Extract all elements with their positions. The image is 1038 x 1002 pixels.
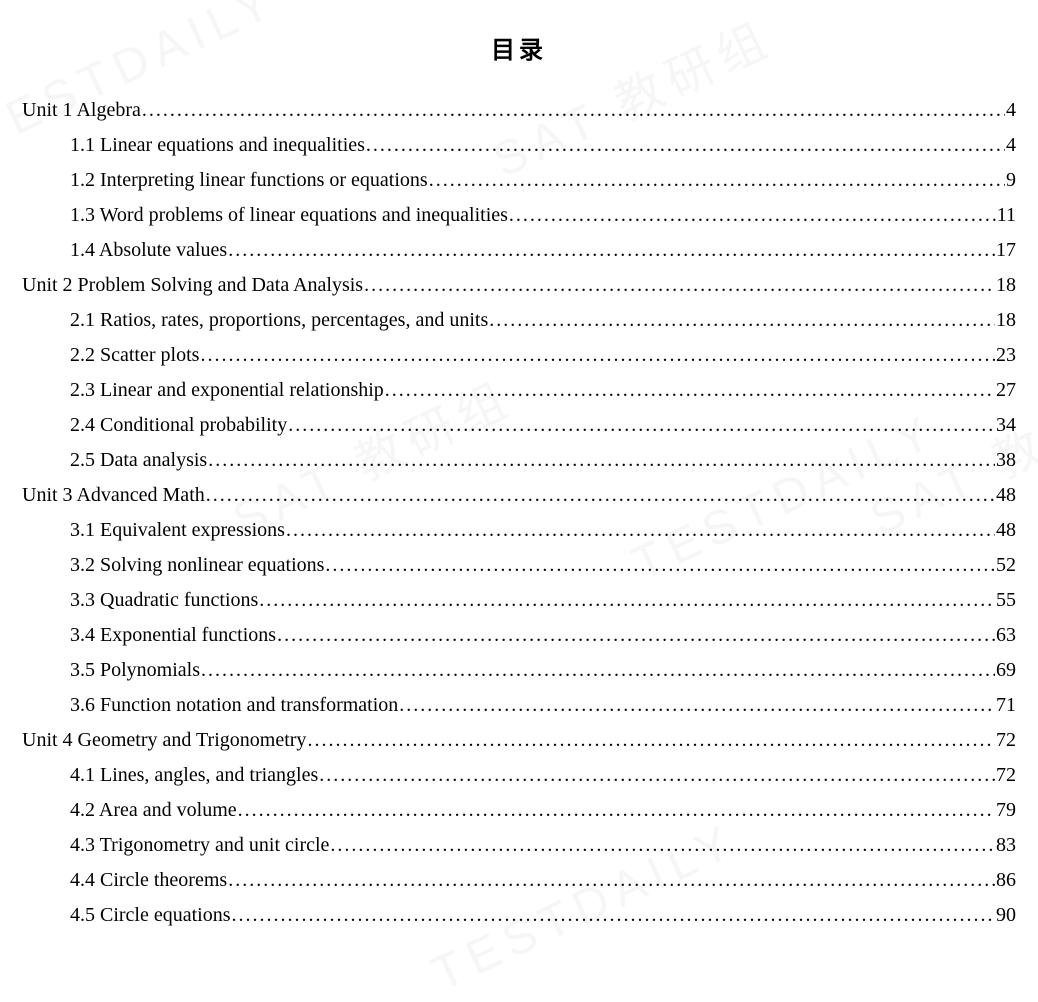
toc-dots-leader [238,793,995,828]
toc-entry-page: 48 [996,478,1016,513]
toc-dots-leader [366,128,1005,163]
toc-row: 4.1 Lines, angles, and triangles 72 [22,758,1016,793]
toc-row: 3.4 Exponential functions 63 [22,618,1016,653]
toc-dots-leader [277,618,995,653]
toc-row: 3.1 Equivalent expressions 48 [22,513,1016,548]
toc-entry-page: 23 [996,338,1016,373]
toc-dots-leader [399,688,995,723]
toc-row: 2.5 Data analysis 38 [22,443,1016,478]
toc-row: 4.4 Circle theorems 86 [22,863,1016,898]
toc-entry-page: 72 [996,758,1016,793]
toc-dots-leader [319,758,995,793]
toc-dots-leader [228,863,995,898]
toc-entry-page: 52 [996,548,1016,583]
toc-entry-page: 4 [1006,93,1016,128]
toc-entry-label: 3.2 Solving nonlinear equations [70,548,324,583]
toc-row: 1.1 Linear equations and inequalities 4 [22,128,1016,163]
toc-entry-label: 3.4 Exponential functions [70,618,276,653]
toc-entry-label: 4.2 Area and volume [70,793,237,828]
toc-entry-label: 2.2 Scatter plots [70,338,199,373]
toc-entry-page: 90 [996,898,1016,933]
toc-dots-leader [385,373,995,408]
toc-entry-page: 63 [996,618,1016,653]
toc-dots-leader [325,548,995,583]
toc-entry-label: 1.3 Word problems of linear equations an… [70,198,508,233]
toc-entry-page: 71 [996,688,1016,723]
toc-row: 2.4 Conditional probability 34 [22,408,1016,443]
toc-row: 2.2 Scatter plots 23 [22,338,1016,373]
toc-entry-label: 2.4 Conditional probability [70,408,287,443]
toc-entry-label: 3.1 Equivalent expressions [70,513,285,548]
toc-entry-label: Unit 2 Problem Solving and Data Analysis [22,268,363,303]
toc-row: 2.3 Linear and exponential relationship 2… [22,373,1016,408]
toc-entry-page: 18 [996,268,1016,303]
page-title: 目录 [22,30,1016,65]
toc-entry-label: 2.1 Ratios, rates, proportions, percenta… [70,303,488,338]
toc-entry-label: 4.4 Circle theorems [70,863,227,898]
toc-dots-leader [206,478,995,513]
toc-entry-page: 18 [996,303,1016,338]
toc-entry-label: Unit 4 Geometry and Trigonometry [22,723,306,758]
toc-entry-page: 83 [996,828,1016,863]
toc-dots-leader [259,583,995,618]
toc-row: Unit 3 Advanced Math 48 [22,478,1016,513]
toc-entry-label: Unit 3 Advanced Math [22,478,205,513]
toc-dots-leader [364,268,995,303]
toc-dots-leader [228,233,995,268]
toc-row: 4.5 Circle equations 90 [22,898,1016,933]
toc-row: Unit 4 Geometry and Trigonometry 72 [22,723,1016,758]
toc-entry-page: 72 [996,723,1016,758]
toc-row: 3.6 Function notation and transformation… [22,688,1016,723]
toc-entry-page: 86 [996,863,1016,898]
toc-entry-page: 4 [1006,128,1016,163]
table-of-contents: Unit 1 Algebra41.1 Linear equations and … [22,93,1016,933]
toc-dots-leader [208,443,995,478]
toc-dots-leader [200,338,995,373]
toc-entry-label: 2.3 Linear and exponential relationship [70,373,384,408]
toc-dots-leader [232,898,995,933]
toc-entry-page: 55 [996,583,1016,618]
toc-dots-leader [429,163,1005,198]
toc-row: 2.1 Ratios, rates, proportions, percenta… [22,303,1016,338]
toc-dots-leader [330,828,995,863]
toc-entry-page: 17 [996,233,1016,268]
toc-row: 4.2 Area and volume 79 [22,793,1016,828]
toc-entry-page: 79 [996,793,1016,828]
toc-row: Unit 1 Algebra 4 [22,93,1016,128]
toc-row: 3.3 Quadratic functions 55 [22,583,1016,618]
toc-entry-label: 1.2 Interpreting linear functions or equ… [70,163,428,198]
toc-entry-label: 4.3 Trigonometry and unit circle [70,828,329,863]
toc-entry-page: 27 [996,373,1016,408]
toc-entry-label: 4.5 Circle equations [70,898,231,933]
toc-dots-leader [489,303,995,338]
toc-entry-page: 11 [997,198,1016,233]
toc-dots-leader [288,408,995,443]
toc-entry-label: 4.1 Lines, angles, and triangles [70,758,318,793]
toc-entry-label: 2.5 Data analysis [70,443,207,478]
toc-entry-label: 1.1 Linear equations and inequalities [70,128,365,163]
toc-entry-label: 3.3 Quadratic functions [70,583,258,618]
toc-dots-leader [201,653,995,688]
toc-entry-page: 34 [996,408,1016,443]
toc-row: 3.5 Polynomials 69 [22,653,1016,688]
toc-dots-leader [307,723,995,758]
toc-entry-label: Unit 1 Algebra [22,93,141,128]
toc-entry-page: 9 [1006,163,1016,198]
toc-row: 4.3 Trigonometry and unit circle 83 [22,828,1016,863]
toc-entry-label: 1.4 Absolute values [70,233,227,268]
toc-entry-label: 3.5 Polynomials [70,653,200,688]
toc-entry-page: 69 [996,653,1016,688]
toc-entry-page: 38 [996,443,1016,478]
toc-dots-leader [286,513,995,548]
toc-entry-label: 3.6 Function notation and transformation [70,688,398,723]
toc-entry-page: 48 [996,513,1016,548]
toc-row: 1.3 Word problems of linear equations an… [22,198,1016,233]
toc-row: 1.2 Interpreting linear functions or equ… [22,163,1016,198]
toc-row: 1.4 Absolute values 17 [22,233,1016,268]
toc-row: Unit 2 Problem Solving and Data Analysis… [22,268,1016,303]
toc-row: 3.2 Solving nonlinear equations 52 [22,548,1016,583]
toc-dots-leader [142,93,1005,128]
toc-dots-leader [509,198,996,233]
